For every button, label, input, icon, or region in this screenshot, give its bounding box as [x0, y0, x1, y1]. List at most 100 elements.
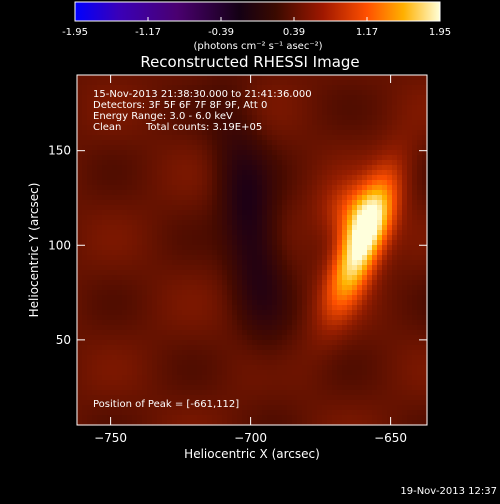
heatmap-cell	[262, 310, 268, 316]
heatmap-cell	[187, 325, 193, 331]
heatmap-cell	[147, 90, 153, 96]
heatmap-cell	[112, 215, 118, 221]
heatmap-cell	[162, 280, 168, 286]
heatmap-cell	[382, 330, 388, 336]
heatmap-cell	[102, 295, 108, 301]
heatmap-cell	[397, 415, 403, 421]
heatmap-cell	[287, 305, 293, 311]
heatmap-cell	[377, 130, 383, 136]
heatmap-cell	[187, 120, 193, 126]
heatmap-cell	[217, 90, 223, 96]
heatmap-cell	[312, 190, 318, 196]
heatmap-cell	[222, 180, 228, 186]
heatmap-cell	[422, 75, 428, 81]
heatmap-cell	[147, 205, 153, 211]
heatmap-cell	[262, 90, 268, 96]
heatmap-cell	[302, 375, 308, 381]
heatmap-cell	[317, 230, 323, 236]
heatmap-cell	[267, 300, 273, 306]
heatmap-cell	[127, 175, 133, 181]
heatmap-cell	[177, 395, 183, 401]
heatmap-cell	[287, 415, 293, 421]
heatmap-cell	[372, 415, 378, 421]
heatmap-cell	[292, 120, 298, 126]
heatmap-cell	[192, 400, 198, 406]
heatmap-cell	[332, 230, 338, 236]
heatmap-cell	[117, 210, 123, 216]
heatmap-cell	[222, 390, 228, 396]
heatmap-cell	[352, 180, 358, 186]
heatmap-cell	[162, 175, 168, 181]
heatmap-cell	[317, 130, 323, 136]
heatmap-cell	[147, 255, 153, 261]
heatmap-cell	[147, 290, 153, 296]
heatmap-cell	[217, 290, 223, 296]
heatmap-cell	[267, 295, 273, 301]
heatmap-cell	[212, 105, 218, 111]
heatmap-cell	[157, 235, 163, 241]
heatmap-cell	[217, 400, 223, 406]
heatmap-cell	[392, 365, 398, 371]
heatmap-cell	[177, 75, 183, 81]
heatmap-cell	[192, 135, 198, 141]
heatmap-cell	[172, 205, 178, 211]
heatmap-cell	[302, 85, 308, 91]
heatmap-cell	[267, 260, 273, 266]
heatmap-cell	[307, 355, 313, 361]
heatmap-cell	[222, 80, 228, 86]
heatmap-cell	[367, 385, 373, 391]
heatmap-cell	[252, 260, 258, 266]
heatmap-cell	[267, 105, 273, 111]
heatmap-cell	[92, 190, 98, 196]
heatmap-cell	[207, 175, 213, 181]
heatmap-cell	[97, 110, 103, 116]
heatmap-cell	[412, 160, 418, 166]
heatmap-cell	[82, 175, 88, 181]
heatmap-cell	[107, 160, 113, 166]
heatmap-cell	[247, 185, 253, 191]
heatmap-cell	[207, 240, 213, 246]
heatmap-cell	[272, 215, 278, 221]
heatmap-cell	[362, 365, 368, 371]
heatmap-cell	[87, 130, 93, 136]
heatmap-cell	[167, 225, 173, 231]
heatmap-cell	[147, 270, 153, 276]
heatmap-cell	[172, 310, 178, 316]
heatmap-cell	[337, 240, 343, 246]
heatmap-cell	[112, 305, 118, 311]
heatmap-cell	[117, 360, 123, 366]
heatmap-cell	[417, 345, 423, 351]
heatmap-cell	[262, 135, 268, 141]
heatmap-cell	[342, 180, 348, 186]
heatmap-cell	[367, 235, 373, 241]
heatmap-cell	[187, 165, 193, 171]
heatmap-cell	[347, 400, 353, 406]
heatmap-cell	[127, 210, 133, 216]
heatmap-cell	[307, 415, 313, 421]
heatmap-cell	[97, 155, 103, 161]
heatmap-cell	[122, 210, 128, 216]
heatmap-cell	[222, 270, 228, 276]
heatmap-cell	[137, 355, 143, 361]
heatmap-cell	[297, 390, 303, 396]
heatmap-cell	[372, 280, 378, 286]
heatmap-cell	[162, 365, 168, 371]
heatmap-cell	[212, 195, 218, 201]
heatmap-cell	[127, 150, 133, 156]
heatmap-cell	[272, 210, 278, 216]
heatmap-cell	[372, 205, 378, 211]
heatmap-cell	[207, 415, 213, 421]
heatmap-cell	[147, 125, 153, 131]
heatmap-cell	[272, 300, 278, 306]
heatmap-cell	[97, 245, 103, 251]
heatmap-cell	[327, 270, 333, 276]
heatmap-cell	[327, 275, 333, 281]
heatmap-cell	[157, 395, 163, 401]
heatmap-cell	[117, 310, 123, 316]
heatmap-cell	[297, 380, 303, 386]
heatmap-cell	[287, 400, 293, 406]
heatmap-cell	[302, 95, 308, 101]
heatmap-cell	[242, 190, 248, 196]
heatmap-cell	[322, 295, 328, 301]
heatmap-cell	[232, 120, 238, 126]
